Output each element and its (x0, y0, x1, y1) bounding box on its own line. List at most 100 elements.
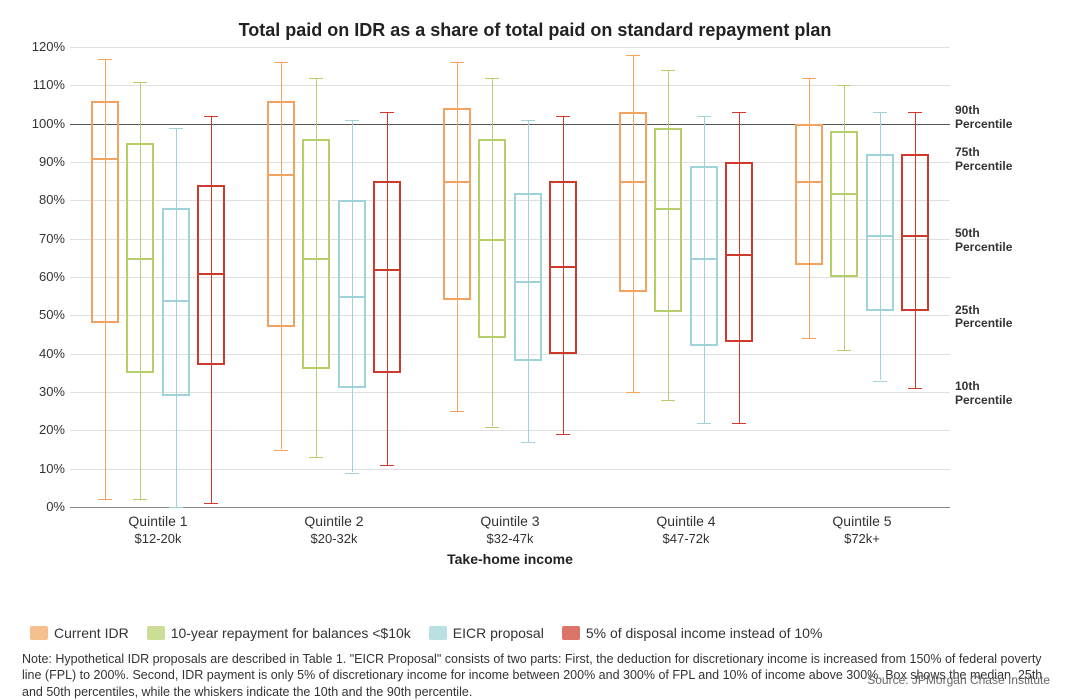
box (654, 128, 682, 312)
y-tick-label: 50% (25, 307, 65, 322)
percentile-annotation: 10thPercentile (955, 380, 1045, 408)
median-line (690, 258, 718, 260)
whisker-cap (521, 120, 535, 121)
gridline (70, 47, 950, 48)
percentile-annotation: 90thPercentile (955, 104, 1045, 132)
box (619, 112, 647, 292)
whisker-cap (309, 457, 323, 458)
legend-item: EICR proposal (429, 625, 544, 641)
whisker-cap (485, 427, 499, 428)
x-cat-main: Quintile 2 (304, 513, 363, 529)
whisker-cap (169, 507, 183, 508)
x-category-label: Quintile 2 $20-32k (246, 513, 422, 547)
whisker-cap (837, 350, 851, 351)
y-tick-label: 60% (25, 269, 65, 284)
legend-swatch (147, 626, 165, 640)
legend-label: 5% of disposal income instead of 10% (586, 625, 823, 641)
legend-label: 10-year repayment for balances <$10k (171, 625, 411, 641)
x-cat-main: Quintile 1 (128, 513, 187, 529)
whisker-cap (732, 423, 746, 424)
whisker-cap (626, 392, 640, 393)
legend-swatch (429, 626, 447, 640)
whisker-cap (204, 503, 218, 504)
box (866, 154, 894, 311)
source-attribution: Source: JPMorgan Chase Institute (867, 673, 1050, 687)
legend-swatch (30, 626, 48, 640)
median-line (443, 181, 471, 183)
x-cat-sub: $32-47k (422, 531, 598, 547)
percentile-annotation: 75thPercentile (955, 146, 1045, 174)
box (443, 108, 471, 300)
box (901, 154, 929, 311)
median-line (338, 296, 366, 298)
legend-swatch (562, 626, 580, 640)
x-category-label: Quintile 3 $32-47k (422, 513, 598, 547)
y-tick-label: 90% (25, 154, 65, 169)
median-line (478, 239, 506, 241)
whisker-cap (521, 442, 535, 443)
legend-label: EICR proposal (453, 625, 544, 641)
whisker-cap (485, 78, 499, 79)
median-line (795, 181, 823, 183)
x-category-label: Quintile 1$12-20k (70, 513, 246, 547)
median-line (549, 266, 577, 268)
gridline (70, 469, 950, 470)
whisker-cap (98, 59, 112, 60)
legend: Current IDR 10-year repayment for balance… (30, 625, 1050, 641)
median-line (654, 208, 682, 210)
whisker-cap (380, 465, 394, 466)
box (267, 101, 295, 327)
gridline (70, 392, 950, 393)
legend-item: Current IDR (30, 625, 129, 641)
chart-title: Total paid on IDR as a share of total pa… (20, 20, 1050, 41)
x-cat-main: Quintile 3 (480, 513, 539, 529)
percentile-annotation: 25thPercentile (955, 304, 1045, 332)
whisker-cap (802, 78, 816, 79)
median-line (302, 258, 330, 260)
whisker-cap (450, 411, 464, 412)
whisker-cap (98, 499, 112, 500)
whisker-cap (697, 423, 711, 424)
gridline (70, 85, 950, 86)
median-line (373, 269, 401, 271)
gridline (70, 430, 950, 431)
legend-label: Current IDR (54, 625, 129, 641)
whisker-cap (908, 388, 922, 389)
whisker-cap (732, 112, 746, 113)
y-tick-label: 80% (25, 192, 65, 207)
box (514, 193, 542, 362)
box (725, 162, 753, 342)
median-line (619, 181, 647, 183)
y-tick-label: 30% (25, 384, 65, 399)
whisker-cap (274, 62, 288, 63)
whisker-cap (274, 450, 288, 451)
x-cat-main: Quintile 4 (656, 513, 715, 529)
whisker-cap (837, 85, 851, 86)
whisker-cap (133, 82, 147, 83)
whisker-cap (908, 112, 922, 113)
whisker-cap (169, 128, 183, 129)
median-line (830, 193, 858, 195)
y-tick-label: 120% (25, 39, 65, 54)
box (795, 124, 823, 266)
median-line (197, 273, 225, 275)
box (373, 181, 401, 373)
whisker-cap (802, 338, 816, 339)
median-line (91, 158, 119, 160)
box (830, 131, 858, 277)
y-tick-label: 10% (25, 461, 65, 476)
y-tick-label: 70% (25, 231, 65, 246)
median-line (901, 235, 929, 237)
whisker-cap (450, 62, 464, 63)
median-line (162, 300, 190, 302)
whisker-cap (133, 499, 147, 500)
y-tick-label: 20% (25, 422, 65, 437)
y-tick-label: 110% (25, 77, 65, 92)
whisker-cap (697, 116, 711, 117)
x-cat-sub: $20-32k (246, 531, 422, 547)
whisker-cap (661, 400, 675, 401)
whisker-cap (309, 78, 323, 79)
whisker-cap (873, 381, 887, 382)
whisker-cap (556, 116, 570, 117)
whisker-cap (345, 473, 359, 474)
